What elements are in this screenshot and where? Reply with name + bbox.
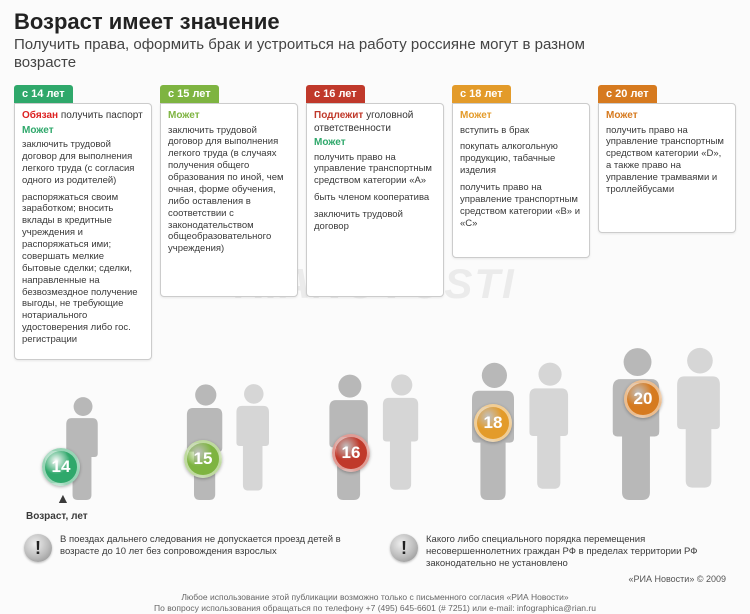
age-tab: с 15 лет — [160, 85, 219, 103]
card-body: получить право на управление транспортны… — [314, 152, 436, 233]
silhouette-group — [452, 360, 590, 500]
footer-line: Любое использование этой публикации возм… — [14, 592, 736, 603]
age-column: с 14 лет Обязан получить паспорт Можетзакл… — [14, 84, 152, 360]
info-card: Может вступить в брак покупать алкогольную… — [452, 103, 590, 258]
age-badge: 16 — [332, 434, 370, 472]
page-title: Возраст имеет значение — [14, 10, 736, 33]
age-column: с 15 лет Может заключить трудовой договор … — [160, 84, 298, 360]
age-tab: с 20 лет — [598, 85, 657, 103]
card-tag: Может — [314, 137, 436, 150]
note-text: В поездах дальнего следования не допуска… — [60, 534, 360, 570]
person-icon — [670, 345, 730, 488]
age-tab: с 16 лет — [306, 85, 365, 103]
info-card: Может получить право на управление трансп… — [598, 103, 736, 233]
footer: Любое использование этой публикации возм… — [14, 592, 736, 614]
figure-area: 14 15 16 18 20 ▲ Возраст, лет — [14, 350, 736, 530]
person-icon — [523, 360, 577, 489]
age-badge: 18 — [474, 404, 512, 442]
page-subtitle: Получить права, оформить брак и устроить… — [14, 36, 634, 72]
age-column: с 16 летПодлежит уголовной ответственнос… — [306, 84, 444, 360]
columns-row: с 14 летОбязан получить паспортМожетзакл… — [14, 84, 736, 360]
person-icon — [605, 345, 670, 500]
card-paragraph: распоряжаться своим заработком; вносить … — [22, 192, 144, 346]
exclamation-icon: ! — [390, 534, 418, 562]
silhouette-group — [14, 395, 152, 500]
card-paragraph: покупать алкогольную продукцию, табачные… — [460, 141, 582, 177]
card-tag: Может — [460, 110, 582, 123]
age-badge: 15 — [184, 440, 222, 478]
card-body: получить право на управление транспортны… — [606, 125, 728, 196]
silhouette-group — [306, 372, 444, 500]
person-icon — [231, 382, 277, 491]
card-body: заключить трудовой договор для выполнени… — [22, 139, 144, 346]
footer-line: По вопросу использования обращаться по т… — [14, 603, 736, 614]
card-body: заключить трудовой договор для выполнени… — [168, 125, 290, 256]
exclamation-icon: ! — [24, 534, 52, 562]
silhouettes-row — [14, 345, 736, 500]
card-paragraph: получить право на управление транспортны… — [314, 152, 436, 188]
silhouette-group — [598, 345, 736, 500]
age-axis-label: Возраст, лет — [26, 511, 88, 522]
age-column: с 20 лет Может получить право на управлени… — [598, 84, 736, 360]
card-body: вступить в брак покупать алкогольную прод… — [460, 125, 582, 230]
card-paragraph: получить право на управление транспортны… — [606, 125, 728, 196]
silhouette-group — [160, 382, 298, 500]
card-paragraph: заключить трудовой договор — [314, 209, 436, 233]
note-item: ! Какого либо специального порядка перем… — [390, 534, 726, 570]
card-paragraph: заключить трудовой договор для выполнени… — [168, 125, 290, 256]
card-paragraph: заключить трудовой договор для выполнени… — [22, 139, 144, 187]
note-item: ! В поездах дальнего следования не допус… — [24, 534, 360, 570]
card-paragraph: получить право на управление транспортны… — [460, 182, 582, 230]
card-tag: Обязан получить паспорт — [22, 110, 144, 123]
age-tab: с 18 лет — [452, 85, 511, 103]
copyright: «РИА Новости» © 2009 — [14, 574, 736, 584]
info-card: Подлежит уголовной ответственности Может п… — [306, 103, 444, 297]
card-paragraph: вступить в брак — [460, 125, 582, 137]
notes-row: ! В поездах дальнего следования не допус… — [14, 534, 736, 570]
arrow-up-icon: ▲ — [56, 490, 70, 506]
card-tag: Может — [606, 110, 728, 123]
card-paragraph: быть членом кооператива — [314, 192, 436, 204]
age-tab: с 14 лет — [14, 85, 73, 103]
card-tag: Может — [22, 125, 144, 138]
age-column: с 18 лет Может вступить в брак покупать алк… — [452, 84, 590, 360]
person-icon — [377, 372, 426, 490]
info-card: Может заключить трудовой договор для выпо… — [160, 103, 298, 297]
card-tag: Может — [168, 110, 290, 123]
info-card: Обязан получить паспорт Можетзаключить тр… — [14, 103, 152, 360]
note-text: Какого либо специального порядка перемещ… — [426, 534, 726, 570]
card-tag: Подлежит уголовной ответственности — [314, 110, 436, 135]
age-badge: 14 — [42, 448, 80, 486]
age-badge: 20 — [624, 380, 662, 418]
